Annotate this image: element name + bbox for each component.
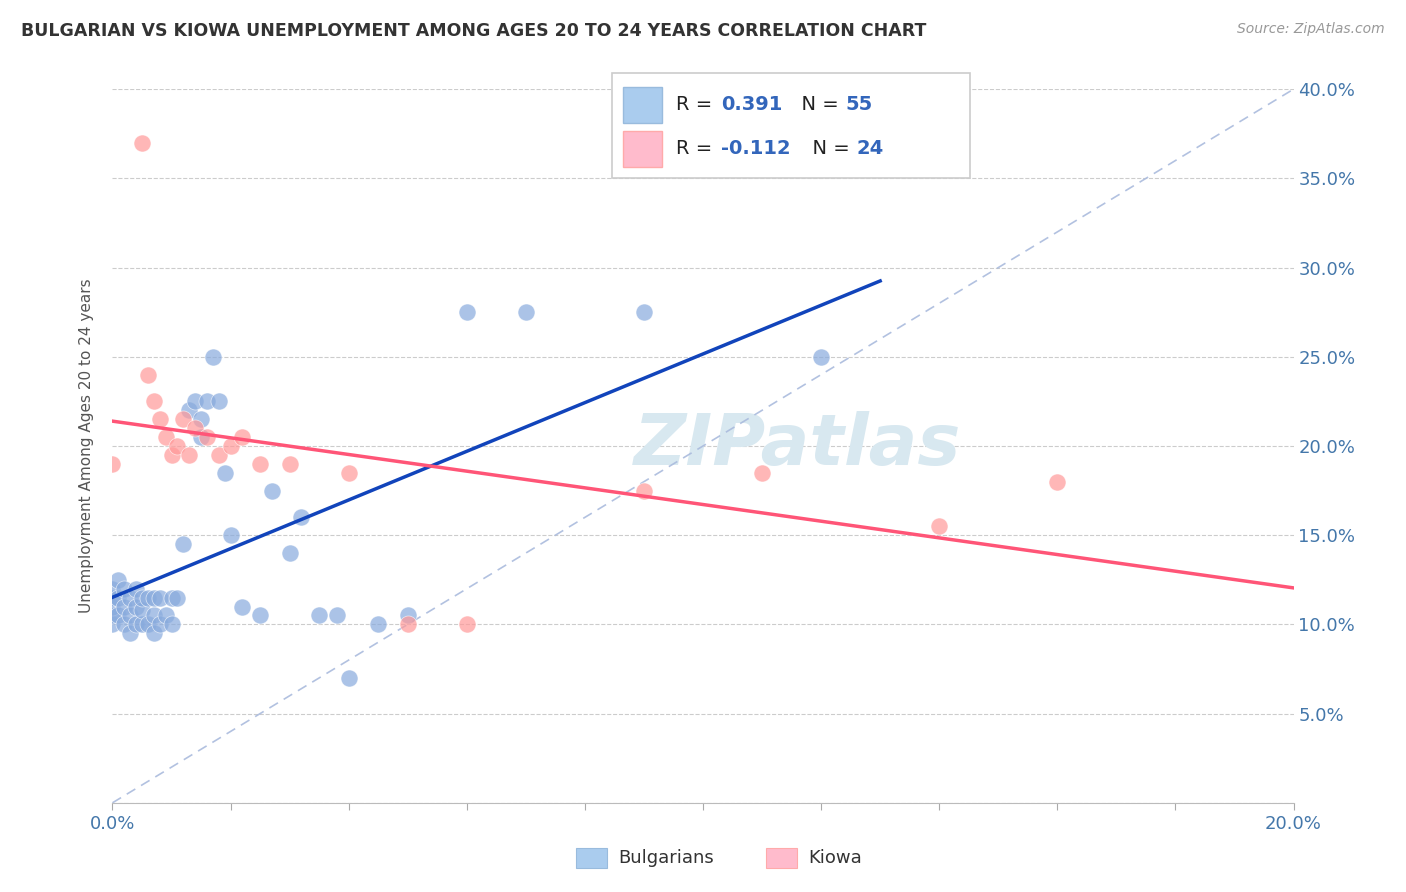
- Point: [112, 599, 135, 614]
- Point: [155, 608, 177, 623]
- Point: [101, 457, 124, 471]
- Point: [751, 466, 773, 480]
- Point: [125, 599, 148, 614]
- Point: [396, 608, 419, 623]
- Point: [107, 573, 129, 587]
- Point: [326, 608, 349, 623]
- Point: [1046, 475, 1069, 489]
- Text: ZIPatlas: ZIPatlas: [634, 411, 962, 481]
- Point: [101, 591, 124, 605]
- Point: [337, 466, 360, 480]
- Point: [201, 350, 224, 364]
- Text: R =: R =: [676, 95, 718, 114]
- Point: [107, 591, 129, 605]
- Point: [131, 591, 153, 605]
- Text: Kiowa: Kiowa: [808, 849, 862, 867]
- Point: [101, 608, 124, 623]
- Point: [101, 599, 124, 614]
- Point: [136, 617, 159, 632]
- Point: [142, 626, 165, 640]
- Point: [456, 305, 478, 319]
- Text: 0.391: 0.391: [721, 95, 783, 114]
- Point: [166, 591, 188, 605]
- Point: [149, 591, 172, 605]
- Text: Source: ZipAtlas.com: Source: ZipAtlas.com: [1237, 22, 1385, 37]
- Point: [136, 368, 159, 382]
- Point: [131, 136, 153, 150]
- Point: [231, 599, 253, 614]
- Point: [290, 510, 312, 524]
- Point: [131, 617, 153, 632]
- Point: [278, 546, 301, 560]
- Point: [136, 591, 159, 605]
- Point: [260, 483, 283, 498]
- Point: [112, 617, 135, 632]
- Point: [172, 412, 194, 426]
- Point: [179, 403, 201, 417]
- Point: [142, 394, 165, 409]
- Text: BULGARIAN VS KIOWA UNEMPLOYMENT AMONG AGES 20 TO 24 YEARS CORRELATION CHART: BULGARIAN VS KIOWA UNEMPLOYMENT AMONG AG…: [21, 22, 927, 40]
- Point: [112, 582, 135, 596]
- Point: [515, 305, 537, 319]
- Point: [928, 519, 950, 533]
- Point: [166, 439, 188, 453]
- Point: [172, 537, 194, 551]
- Point: [208, 394, 231, 409]
- Point: [231, 430, 253, 444]
- Point: [179, 448, 201, 462]
- Point: [120, 591, 142, 605]
- Point: [337, 671, 360, 685]
- Point: [155, 430, 177, 444]
- Text: Bulgarians: Bulgarians: [619, 849, 714, 867]
- Point: [184, 394, 207, 409]
- Point: [633, 483, 655, 498]
- Point: [149, 412, 172, 426]
- Point: [219, 528, 242, 542]
- Point: [456, 617, 478, 632]
- Point: [633, 305, 655, 319]
- Y-axis label: Unemployment Among Ages 20 to 24 years: Unemployment Among Ages 20 to 24 years: [79, 278, 94, 614]
- Point: [101, 617, 124, 632]
- Point: [160, 591, 183, 605]
- Text: R =: R =: [676, 139, 718, 159]
- Point: [101, 582, 124, 596]
- Text: N =: N =: [789, 95, 845, 114]
- Text: -0.112: -0.112: [721, 139, 792, 159]
- Point: [249, 608, 271, 623]
- Point: [131, 603, 153, 617]
- Point: [219, 439, 242, 453]
- Point: [195, 394, 218, 409]
- Point: [107, 608, 129, 623]
- Point: [367, 617, 389, 632]
- Point: [190, 412, 212, 426]
- Text: 55: 55: [845, 95, 872, 114]
- Point: [208, 448, 231, 462]
- Point: [149, 617, 172, 632]
- Point: [125, 617, 148, 632]
- Point: [214, 466, 236, 480]
- Point: [142, 608, 165, 623]
- Point: [308, 608, 330, 623]
- Point: [125, 582, 148, 596]
- Point: [160, 617, 183, 632]
- Point: [120, 626, 142, 640]
- Point: [190, 430, 212, 444]
- Point: [160, 448, 183, 462]
- Point: [249, 457, 271, 471]
- Text: N =: N =: [800, 139, 856, 159]
- Point: [195, 430, 218, 444]
- Point: [810, 350, 832, 364]
- Point: [278, 457, 301, 471]
- Point: [396, 617, 419, 632]
- Point: [142, 591, 165, 605]
- Point: [184, 421, 207, 435]
- Point: [120, 608, 142, 623]
- Text: 24: 24: [856, 139, 883, 159]
